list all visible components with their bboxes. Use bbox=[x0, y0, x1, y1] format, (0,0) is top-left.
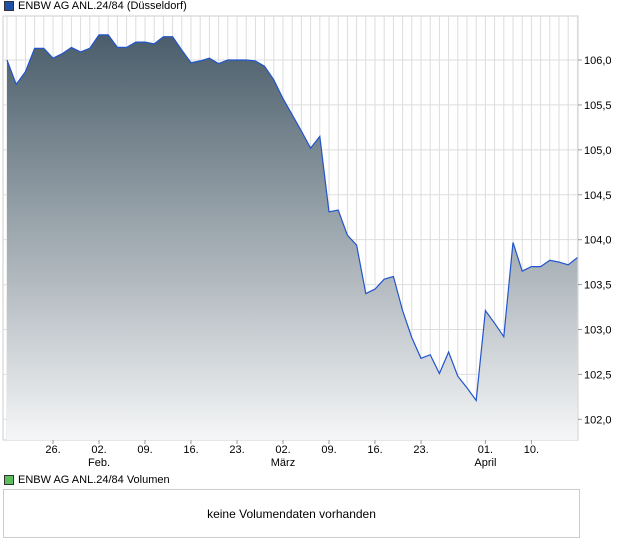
x-tick-label: 02. bbox=[91, 444, 106, 456]
price-area bbox=[7, 34, 578, 441]
x-month-label: Feb. bbox=[88, 457, 110, 469]
x-month-label: März bbox=[271, 457, 295, 469]
y-tick-label: 105,0 bbox=[584, 145, 612, 157]
y-tick-label: 103,0 bbox=[584, 325, 612, 337]
y-tick-label: 103,5 bbox=[584, 280, 612, 292]
volume-panel: keine Volumendaten vorhanden bbox=[3, 489, 580, 538]
price-chart: 102,0 102,5 103,0 103,5 104,0 104,5 105,0 105,5… bbox=[2, 15, 612, 469]
y-tick-label: 102,0 bbox=[584, 414, 612, 426]
volume-legend-label: ENBW AG ANL.24/84 Volumen bbox=[18, 474, 170, 486]
x-tick-label: 10. bbox=[524, 444, 539, 456]
x-tick-label: 01. bbox=[478, 444, 493, 456]
y-tick-label: 102,5 bbox=[584, 369, 612, 381]
legend-label: ENBW AG ANL.24/84 (Düsseldorf) bbox=[18, 0, 187, 12]
y-tick-label: 105,5 bbox=[584, 100, 612, 112]
x-tick-label: 16. bbox=[183, 444, 198, 456]
y-tick-label: 106,0 bbox=[584, 55, 612, 67]
volume-empty-message: keine Volumendaten vorhanden bbox=[207, 506, 376, 521]
price-line bbox=[6, 34, 578, 403]
volume-legend: ENBW AG ANL.24/84 Volumen bbox=[4, 474, 170, 486]
x-tick-label: 16. bbox=[367, 444, 382, 456]
x-tick-label: 23. bbox=[229, 444, 244, 456]
x-month-label: April bbox=[474, 457, 496, 469]
x-tick-label: 23. bbox=[413, 444, 428, 456]
x-tick-label: 09. bbox=[321, 444, 336, 456]
y-tick-label: 104,5 bbox=[584, 190, 612, 202]
x-tick-label: 26. bbox=[45, 444, 60, 456]
legend-swatch bbox=[4, 1, 14, 11]
y-tick-label: 104,0 bbox=[584, 235, 612, 247]
price-legend: ENBW AG ANL.24/84 (Düsseldorf) bbox=[4, 0, 187, 12]
x-tick-label: 02. bbox=[275, 444, 290, 456]
x-tick-label: 09. bbox=[137, 444, 152, 456]
legend-swatch bbox=[4, 475, 14, 485]
